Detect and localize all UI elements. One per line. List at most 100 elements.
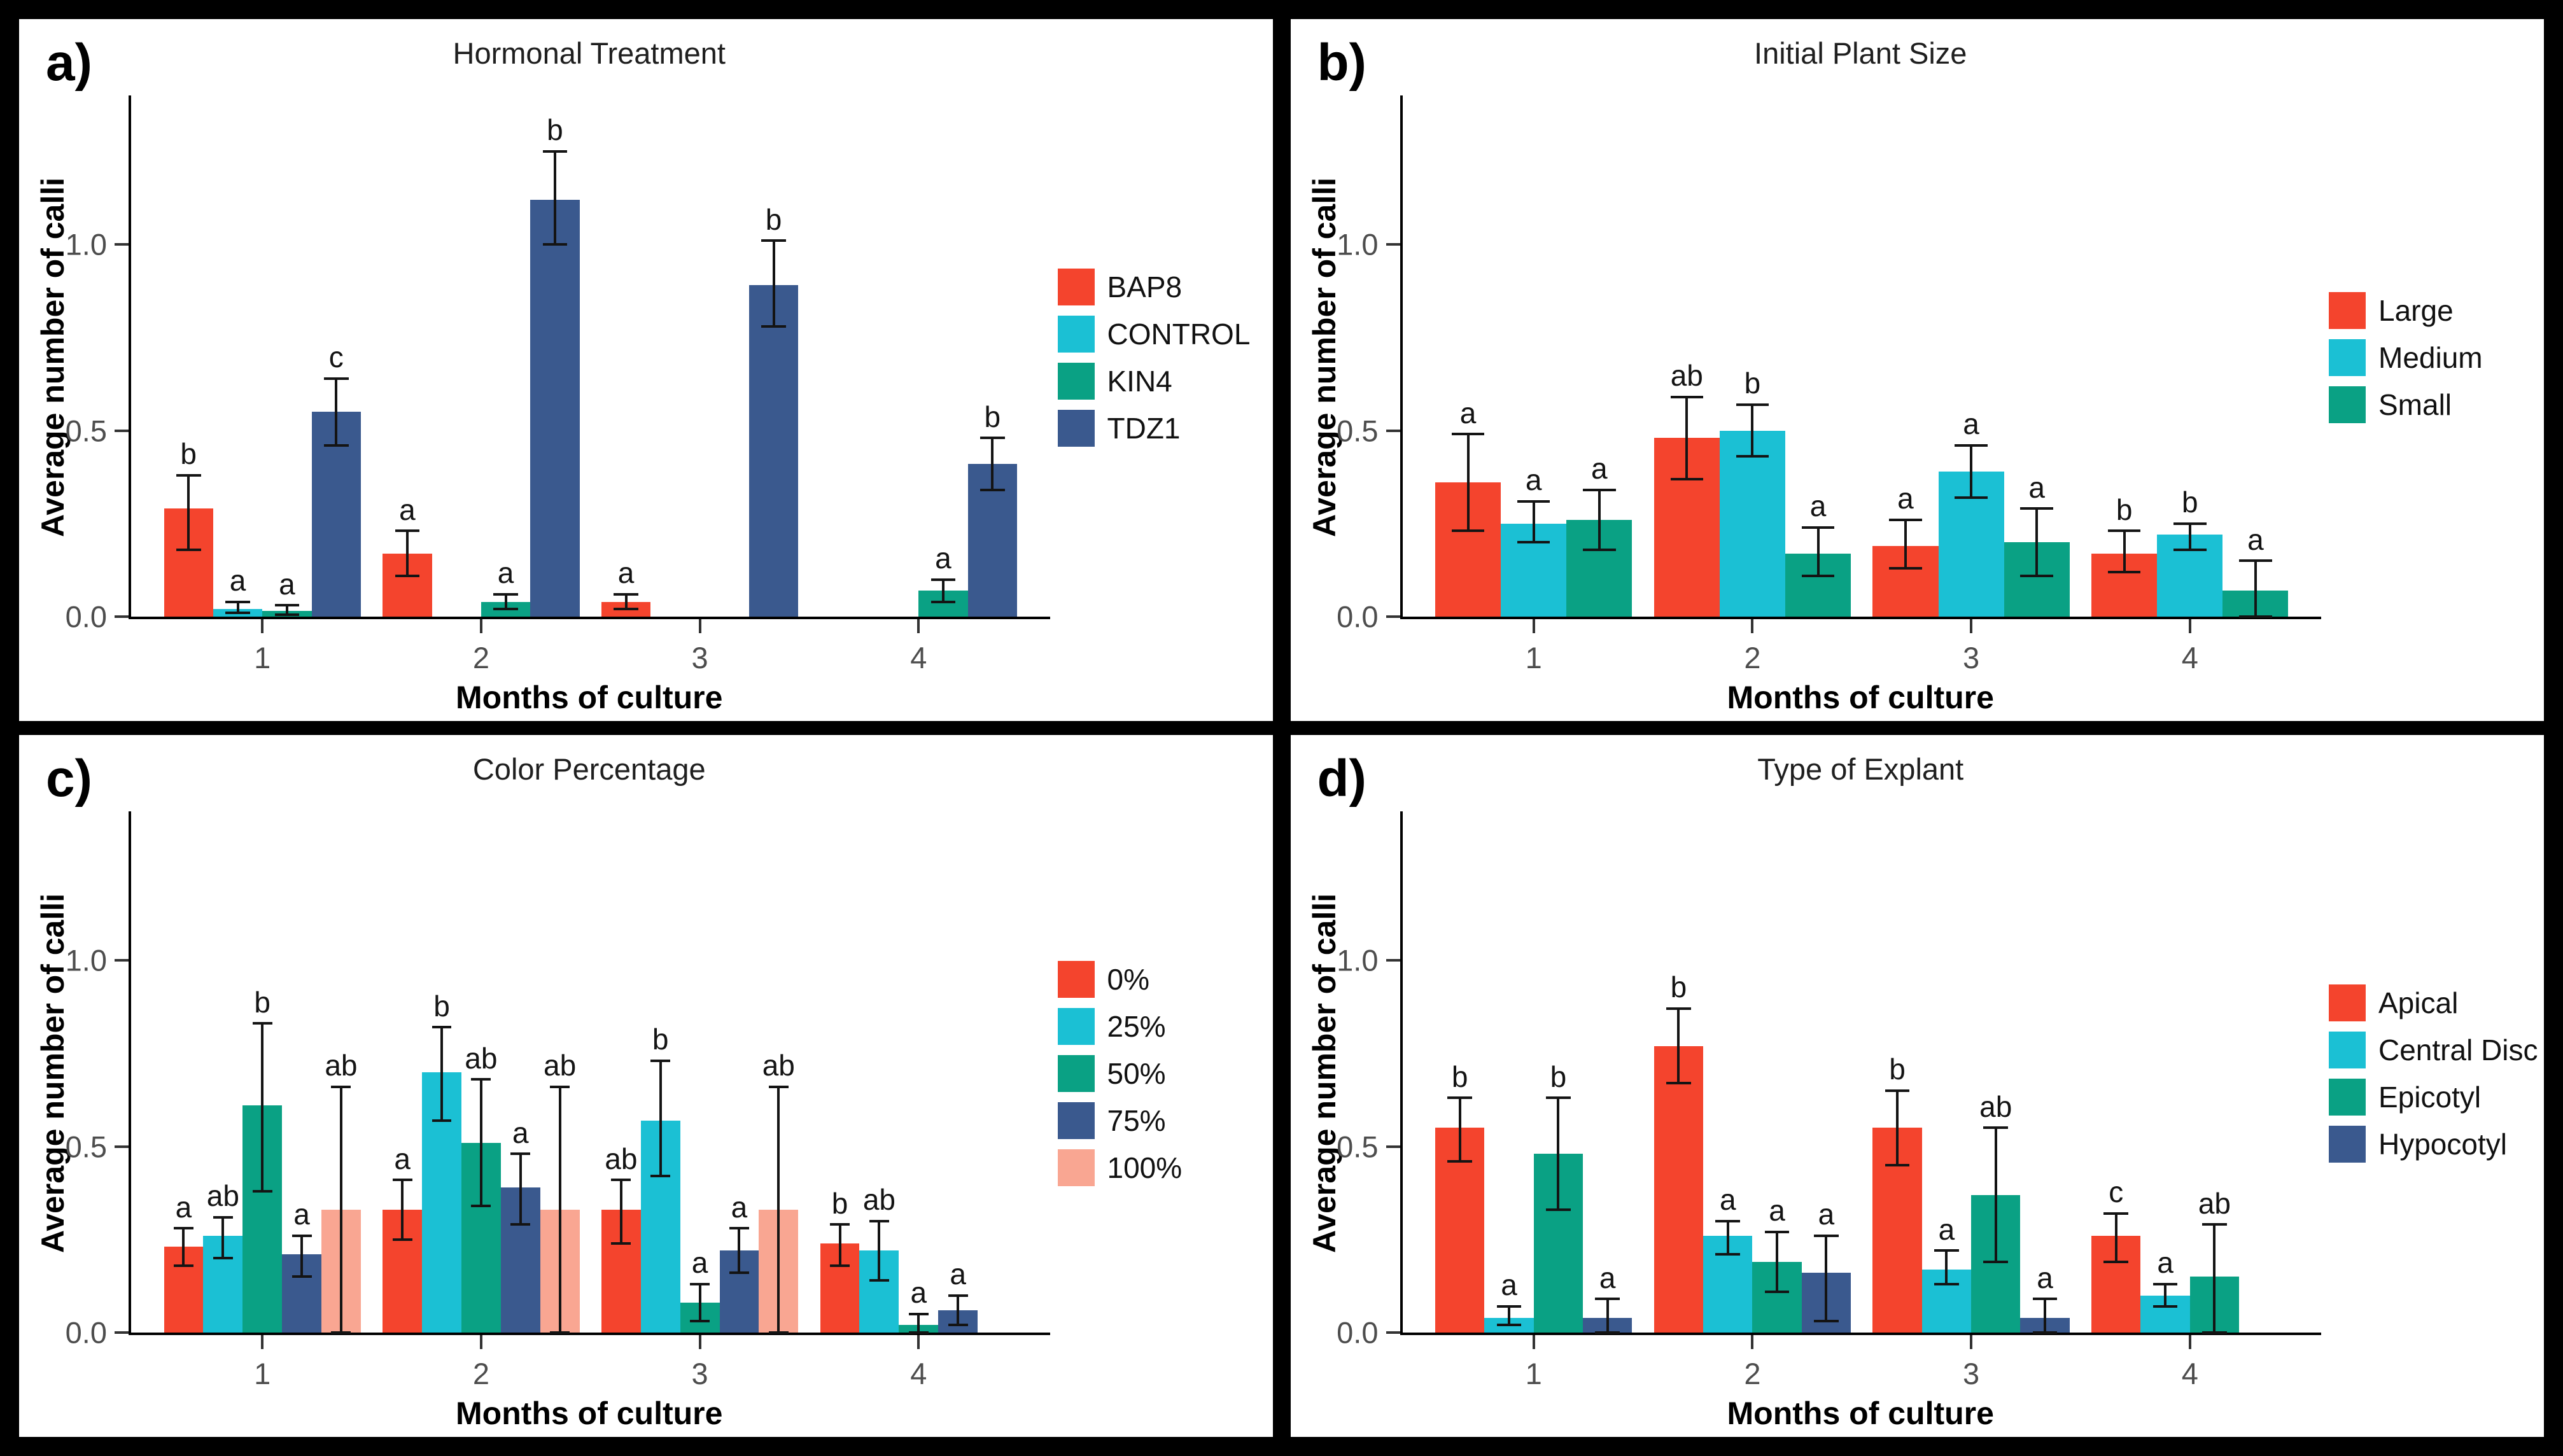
significance-letter: a xyxy=(1525,463,1542,497)
error-bar xyxy=(1816,527,1820,576)
error-bar-cap xyxy=(1983,1260,2009,1263)
error-bar xyxy=(182,1228,185,1266)
error-bar xyxy=(838,1224,841,1266)
y-tick-label: 0.5 xyxy=(1337,1130,1379,1163)
error-bar-cap xyxy=(611,1242,631,1245)
error-bar-cap xyxy=(908,1312,929,1315)
legend-swatch xyxy=(2329,1031,2366,1068)
error-bar-cap xyxy=(395,529,420,533)
error-bar xyxy=(2188,523,2191,550)
legend-item: TDZ1 xyxy=(1057,409,1268,447)
error-bar xyxy=(558,1086,561,1333)
error-bar-cap xyxy=(1814,1234,1839,1237)
legend-swatch xyxy=(2329,1078,2366,1116)
error-bar-cap xyxy=(176,473,201,477)
legend-item-label: Central Disc xyxy=(2378,1033,2538,1067)
legend-swatch xyxy=(1057,1054,1095,1092)
panel-color-percentage: c) Color Percentage Average number of ca… xyxy=(19,735,1273,1437)
error-bar-cap xyxy=(323,377,349,380)
legend-swatch xyxy=(2329,291,2366,329)
significance-letter: a xyxy=(1809,489,1827,522)
significance-letter: a xyxy=(394,1142,411,1175)
error-bar xyxy=(772,241,775,326)
significance-letter: a xyxy=(1769,1194,1785,1228)
legend-item: BAP8 xyxy=(1057,268,1268,305)
error-bar-cap xyxy=(2202,1331,2227,1334)
error-bar-cap xyxy=(291,1275,312,1278)
error-bar xyxy=(917,1313,920,1333)
legend-item-label: CONTROL xyxy=(1107,317,1251,351)
x-tick-mark xyxy=(2188,619,2191,633)
error-bar-cap xyxy=(213,1215,233,1219)
panel-letter: c) xyxy=(46,750,92,808)
error-bar xyxy=(941,579,944,602)
error-bar-cap xyxy=(729,1271,749,1275)
significance-letter: b xyxy=(180,437,197,471)
y-tick-mark xyxy=(1386,243,1400,246)
error-bar xyxy=(504,594,507,610)
legend-swatch xyxy=(2329,339,2366,376)
error-bar xyxy=(957,1295,960,1326)
error-bar xyxy=(1677,1009,1680,1084)
y-tick-label: 1.0 xyxy=(65,227,107,262)
significance-letter: a xyxy=(1599,1261,1616,1294)
legend-item: 75% xyxy=(1057,1102,1268,1139)
legend-item: Small xyxy=(2329,386,2539,423)
error-bar-cap xyxy=(542,150,568,153)
significance-letter: a xyxy=(910,1276,927,1310)
error-bar-cap xyxy=(690,1282,710,1285)
error-bar-cap xyxy=(614,608,638,611)
error-bar xyxy=(1508,1306,1511,1326)
error-bar-cap xyxy=(869,1219,889,1222)
error-bar-cap xyxy=(2103,1260,2129,1263)
error-bar-cap xyxy=(1955,444,1988,447)
error-bar xyxy=(2044,1299,2047,1333)
significance-letter: b xyxy=(984,400,1001,433)
legend-item-label: 75% xyxy=(1107,1103,1166,1137)
error-bar-cap xyxy=(493,608,518,611)
error-bar-cap xyxy=(2103,1212,2129,1215)
error-bar-cap xyxy=(1983,1126,2009,1130)
significance-letter: a xyxy=(175,1190,192,1224)
significance-letter: b xyxy=(547,113,563,147)
significance-letter: a xyxy=(1818,1198,1835,1231)
significance-letter: a xyxy=(497,556,514,590)
error-bar-cap xyxy=(761,239,786,242)
error-bar-cap xyxy=(2152,1305,2178,1308)
error-bar xyxy=(991,438,994,491)
legend-item-label: Apical xyxy=(2378,986,2459,1019)
error-bar-cap xyxy=(1736,455,1769,458)
x-tick-mark xyxy=(1751,619,1754,633)
legend-swatch xyxy=(1057,315,1095,353)
error-bar-cap xyxy=(392,1179,412,1182)
error-bar-cap xyxy=(331,1085,351,1088)
y-tick-mark xyxy=(115,1145,129,1148)
legend-item: Epicotyl xyxy=(2329,1078,2539,1116)
significance-letter: a xyxy=(1501,1268,1517,1302)
plot-area: 0.0 0.5 1.0 1 2 3 4 a ab a b a b a b a a a a xyxy=(1337,95,2321,675)
error-bar xyxy=(698,1284,701,1322)
error-bar-cap xyxy=(1715,1253,1741,1256)
error-bar-cap xyxy=(1889,518,1922,521)
significance-letter: ab xyxy=(605,1142,638,1175)
y-tick-label: 0.5 xyxy=(1337,414,1379,447)
legend-item: Apical xyxy=(2329,984,2539,1021)
error-bar xyxy=(187,475,190,550)
significance-letter: ab xyxy=(762,1049,795,1082)
legend-item: Central Disc xyxy=(2329,1031,2539,1068)
error-bar-cap xyxy=(174,1264,193,1267)
significance-letter: b xyxy=(2181,486,2198,519)
significance-letter: b xyxy=(652,1023,669,1056)
error-bar xyxy=(878,1221,881,1281)
significance-letter: a xyxy=(293,1198,310,1231)
significance-letter: a xyxy=(935,541,951,575)
error-bar-cap xyxy=(2032,1331,2058,1334)
error-bar-cap xyxy=(830,1223,850,1226)
y-tick-mark xyxy=(115,243,129,246)
significance-letter: a xyxy=(1897,482,1914,515)
x-tick-label: 4 xyxy=(910,1357,927,1390)
significance-letter: a xyxy=(1591,452,1608,486)
significance-letter: a xyxy=(731,1190,748,1224)
x-tick-mark xyxy=(1970,619,1973,633)
